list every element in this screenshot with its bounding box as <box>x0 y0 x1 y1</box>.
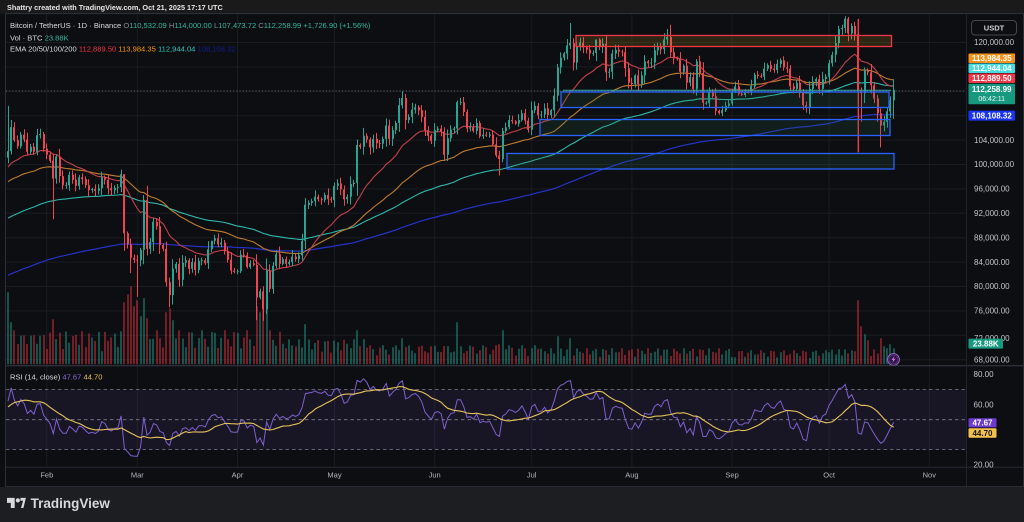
svg-text:Jul: Jul <box>527 471 537 480</box>
svg-text:Shattry created with TradingVi: Shattry created with TradingView.com, Oc… <box>7 3 223 12</box>
svg-text:112,944.04: 112,944.04 <box>972 64 1012 73</box>
svg-text:104,000.00: 104,000.00 <box>974 136 1015 145</box>
svg-text:108,108.32: 108,108.32 <box>972 112 1013 121</box>
svg-text:80.00: 80.00 <box>974 370 995 379</box>
svg-text:68,000.00: 68,000.00 <box>974 355 1010 364</box>
svg-text:92,000.00: 92,000.00 <box>974 209 1010 218</box>
svg-text:96,000.00: 96,000.00 <box>974 185 1010 194</box>
svg-text:112,889.50: 112,889.50 <box>972 74 1012 83</box>
svg-text:113,984.35: 113,984.35 <box>972 54 1012 63</box>
svg-text:20.00: 20.00 <box>974 460 995 469</box>
svg-text:23.88K: 23.88K <box>973 339 999 348</box>
svg-text:Jun: Jun <box>429 471 441 480</box>
svg-text:Feb: Feb <box>40 471 53 480</box>
svg-text:Sep: Sep <box>725 471 738 480</box>
svg-text:Bitcoin / TetherUS · 1D · Bina: Bitcoin / TetherUS · 1D · Binance O110,5… <box>10 21 371 30</box>
svg-text:120,000.00: 120,000.00 <box>974 38 1015 47</box>
svg-text:Mar: Mar <box>131 471 144 480</box>
svg-text:Aug: Aug <box>625 471 638 480</box>
svg-text:72,000.00: 72,000.00 <box>974 334 1010 343</box>
svg-text:06:42:11: 06:42:11 <box>978 96 1005 103</box>
svg-text:Apr: Apr <box>232 471 244 480</box>
svg-text:76,000.00: 76,000.00 <box>974 307 1010 316</box>
svg-text:Oct: Oct <box>823 471 836 480</box>
svg-text:EMA 20/50/100/200 112,889.50 1: EMA 20/50/100/200 112,889.50 113,984.35 … <box>10 45 236 54</box>
svg-text:47.67: 47.67 <box>972 419 993 428</box>
svg-text:May: May <box>327 471 341 480</box>
svg-text:88,000.00: 88,000.00 <box>974 233 1010 242</box>
svg-text:RSI (14, close) 47.67 44.70: RSI (14, close) 47.67 44.70 <box>10 372 102 381</box>
svg-text:60.00: 60.00 <box>974 400 995 409</box>
svg-text:80,000.00: 80,000.00 <box>974 282 1010 291</box>
svg-text:112,258.99: 112,258.99 <box>972 85 1012 94</box>
svg-text:Nov: Nov <box>923 471 937 480</box>
svg-text:84,000.00: 84,000.00 <box>974 258 1010 267</box>
svg-text:100,000.00: 100,000.00 <box>974 160 1015 169</box>
svg-text:44.70: 44.70 <box>972 429 993 438</box>
svg-text:TradingView: TradingView <box>31 496 111 511</box>
svg-text:USDT: USDT <box>984 24 1005 33</box>
svg-text:Vol · BTC 23.88K: Vol · BTC 23.88K <box>10 33 69 42</box>
